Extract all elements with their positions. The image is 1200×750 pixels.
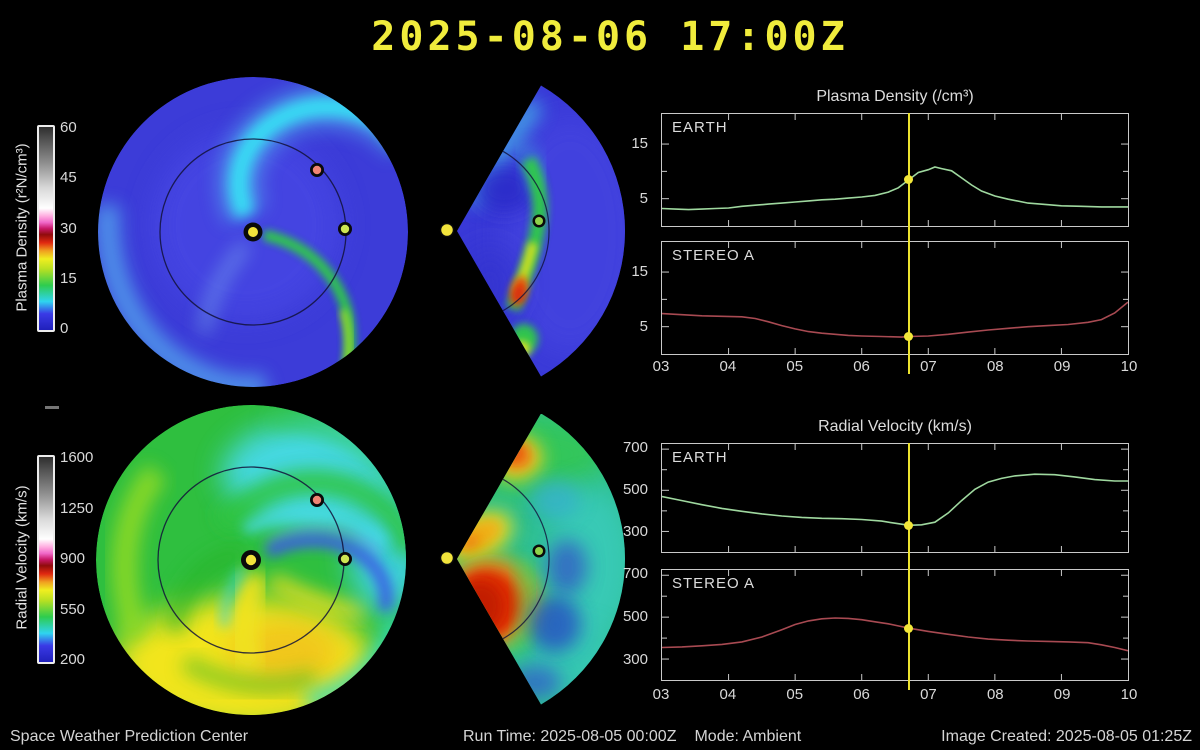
plot-area	[662, 114, 1128, 226]
cursor-marker-dot	[904, 520, 914, 530]
velocity-xticks: 03 04 05 06 07 08 09 10	[653, 686, 1138, 704]
x-tick-label: 06	[853, 686, 870, 703]
cursor-marker-dot	[904, 332, 914, 342]
y-tick-label: 300	[622, 523, 648, 541]
y-tick-label: 15	[631, 262, 648, 280]
sun-icon	[243, 222, 263, 242]
y-tick-label: 700	[622, 565, 648, 583]
velocity-meridional-map	[439, 414, 626, 705]
density-ecliptic-map	[98, 77, 408, 387]
x-tick-label: 08	[986, 686, 1004, 703]
earth-marker-icon	[532, 214, 546, 228]
density-earth-panel: EARTH	[661, 113, 1129, 227]
time-cursor-line	[907, 443, 910, 690]
x-tick-label: 10	[1120, 358, 1138, 375]
stereo-a-marker-icon	[310, 493, 324, 507]
data-curve	[662, 166, 1128, 211]
x-tick-label: 09	[1053, 358, 1071, 375]
colorbar-tick-label: 0	[60, 320, 69, 337]
velocity-earth-panel: EARTH	[661, 443, 1129, 553]
earth-marker-icon	[338, 552, 352, 566]
plot-area	[662, 570, 1128, 680]
x-tick-label: 09	[1053, 686, 1071, 703]
stray-dash	[45, 406, 59, 409]
colorbar-tick-label: 1250	[60, 499, 94, 517]
earth-orbit-arc	[502, 478, 550, 640]
footer-org: Space Weather Prediction Center	[10, 728, 249, 745]
data-curve	[662, 473, 1128, 527]
earth-orbit-arc	[502, 150, 550, 312]
x-tick-label: 10	[1120, 686, 1138, 703]
x-tick-label: 05	[786, 358, 804, 375]
velocity-colorbar	[37, 455, 55, 664]
colorbar-tick-label: 60	[60, 119, 77, 136]
velocity-stereo-panel: STEREO A	[661, 569, 1129, 681]
stereo-a-marker-icon	[310, 163, 324, 177]
x-tick-label: 08	[986, 358, 1004, 375]
density-earth-yticks: 5 15	[602, 113, 654, 227]
y-tick-label: 5	[639, 318, 648, 336]
x-tick-label: 05	[786, 686, 804, 703]
y-tick-label: 15	[631, 134, 648, 152]
colorbar-tick-label: 45	[60, 169, 77, 187]
sun-icon	[439, 550, 455, 566]
sun-icon	[241, 550, 261, 570]
density-meridional-map	[439, 85, 626, 377]
earth-marker-icon	[532, 544, 546, 558]
x-tick-label: 04	[719, 358, 737, 375]
y-tick-label: 500	[622, 481, 648, 499]
density-xticks: 03 04 05 06 07 08 09 10	[653, 358, 1138, 376]
panel-label: STEREO A	[672, 247, 756, 264]
panel-label: EARTH	[672, 449, 728, 466]
velocity-chart-title: Radial Velocity (km/s)	[818, 418, 972, 435]
plot-area	[662, 242, 1128, 354]
colorbar-tick-label: 900	[60, 550, 86, 567]
panel-label: STEREO A	[672, 575, 756, 592]
density-chart-title: Plasma Density (/cm³)	[816, 88, 974, 105]
colorbar-tick-label: 15	[60, 269, 77, 287]
cursor-marker-dot	[904, 623, 914, 633]
cursor-marker-dot	[904, 175, 914, 185]
colorbar-tick-label: 550	[60, 600, 86, 618]
colorbar-tick-label: 30	[60, 219, 77, 237]
x-tick-label: 03	[652, 686, 670, 703]
y-tick-label: 700	[622, 439, 648, 457]
footer-run-time: Run Time: 2025-08-05 00:00Z	[463, 728, 677, 745]
x-tick-label: 06	[853, 358, 870, 375]
velocity-colorbar-label: Radial Velocity (km/s)	[13, 485, 31, 630]
footer-image-created: Image Created: 2025-08-05 01:25Z	[941, 728, 1192, 745]
x-tick-label: 07	[920, 686, 937, 703]
x-tick-label: 07	[920, 358, 937, 375]
density-colorbar	[37, 125, 55, 332]
density-colorbar-ticks: 60 45 30 15 0	[60, 119, 106, 338]
density-stereo-panel: STEREO A	[661, 241, 1129, 355]
data-curve	[662, 617, 1128, 652]
sun-icon	[439, 222, 455, 238]
time-cursor-line	[907, 113, 910, 374]
velocity-stereo-yticks: 300 500 700	[602, 565, 654, 681]
velocity-ecliptic-map	[96, 405, 406, 715]
data-curve	[662, 301, 1128, 338]
density-colorbar-label: Plasma Density (r²N/cm³)	[13, 143, 31, 312]
colorbar-tick-label: 200	[60, 651, 86, 668]
x-tick-label: 04	[719, 686, 737, 703]
velocity-earth-yticks: 300 500 700	[602, 439, 654, 553]
panel-label: EARTH	[672, 119, 728, 136]
y-tick-label: 5	[639, 190, 648, 208]
earth-marker-icon	[338, 222, 352, 236]
velocity-colorbar-ticks: 1600 1250 900 550 200	[60, 449, 106, 669]
density-stereo-yticks: 5 15	[602, 241, 654, 355]
plot-area	[662, 444, 1128, 552]
footer-mode: Mode: Ambient	[694, 728, 802, 745]
footer-run-info: Run Time: 2025-08-05 00:00Z Mode: Ambien…	[463, 728, 801, 746]
timestamp-title: 2025-08-06 17:00Z	[371, 14, 849, 60]
x-tick-label: 03	[652, 358, 670, 375]
colorbar-tick-label: 1600	[60, 449, 94, 466]
y-tick-label: 300	[622, 650, 648, 668]
y-tick-label: 500	[622, 608, 648, 625]
